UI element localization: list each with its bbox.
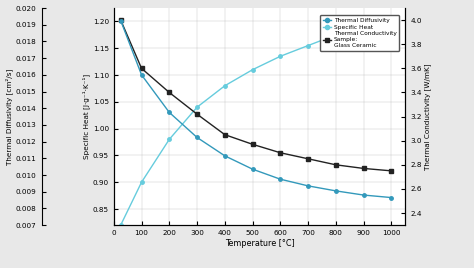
Y-axis label: Specific Heat [J·g⁻¹·K⁻¹]: Specific Heat [J·g⁻¹·K⁻¹] — [82, 74, 90, 159]
Y-axis label: Thermal Diffusivity [cm²/s]: Thermal Diffusivity [cm²/s] — [5, 68, 13, 165]
X-axis label: Temperature [°C]: Temperature [°C] — [225, 239, 294, 248]
Legend: Thermal Diffusivity, Specific Heat, Thermal Conductivity
Sample:
Glass Ceramic: Thermal Diffusivity, Specific Heat, Ther… — [319, 15, 400, 51]
Y-axis label: Thermal Conductivity [W/mK]: Thermal Conductivity [W/mK] — [424, 63, 431, 170]
